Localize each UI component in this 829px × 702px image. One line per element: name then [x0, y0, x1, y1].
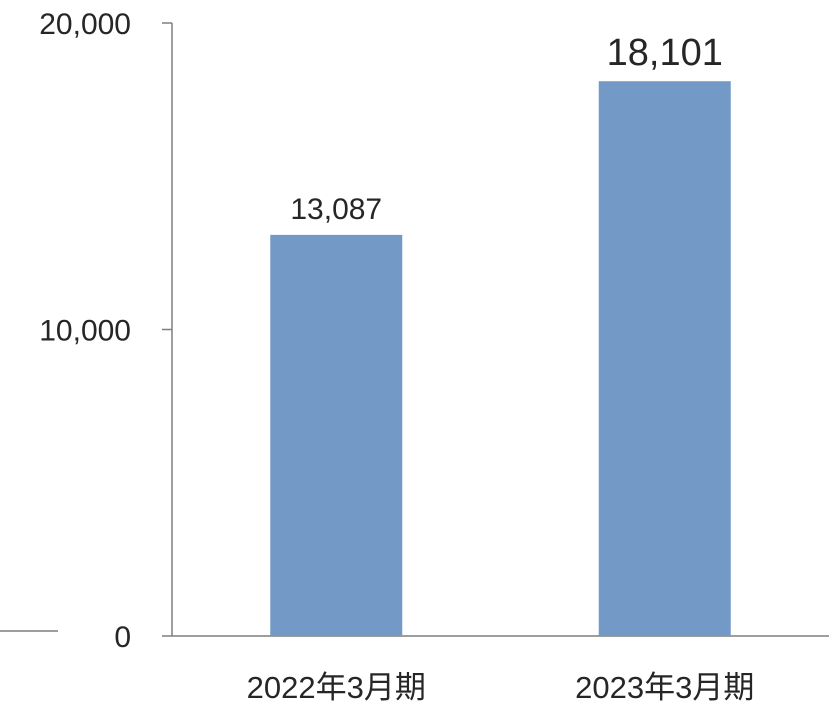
x-category-label: 2023年3月期 — [575, 670, 754, 702]
y-tick-label: 20,000 — [39, 8, 131, 41]
y-tick-label: 0 — [114, 621, 131, 654]
bar — [270, 234, 403, 636]
data-label: 13,087 — [290, 193, 382, 226]
x-category-label: 2022年3月期 — [247, 670, 426, 702]
y-axis-ticks: 0 10,000 20,000 — [39, 8, 172, 654]
bars — [270, 81, 731, 637]
x-axis-labels: 2022年3月期 2023年3月期 — [247, 670, 755, 702]
data-labels: 13,087 18,101 — [290, 32, 723, 226]
data-label: 18,101 — [607, 32, 723, 74]
bar — [598, 81, 731, 637]
y-tick-label: 10,000 — [39, 315, 131, 348]
